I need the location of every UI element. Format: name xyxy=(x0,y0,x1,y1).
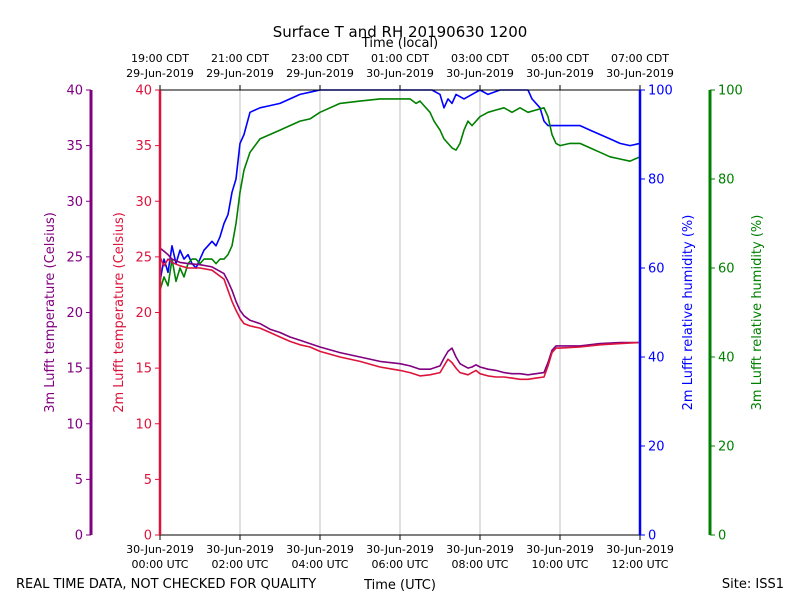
bottom-tick-time-5: 10:00 UTC xyxy=(531,558,588,571)
rh2m-axis-label: 2m Lufft relative humidity (%) xyxy=(681,215,696,411)
footer-right: Site: ISS1 xyxy=(722,577,784,592)
series-line-rh3m xyxy=(159,98,641,291)
top-tick-date-2: 29-Jun-2019 xyxy=(286,67,354,80)
bottom-tick-date-3: 30-Jun-2019 xyxy=(366,543,434,556)
rh2m-tick-label-40: 40 xyxy=(648,351,665,366)
rh3m-tick-label-0: 0 xyxy=(718,529,726,544)
top-tick-time-5: 05:00 CDT xyxy=(531,52,589,65)
temp2m-tick-label-40: 40 xyxy=(135,84,152,99)
temp3m-tick-label-10: 10 xyxy=(66,417,83,432)
rh2m-tick-label-100: 100 xyxy=(648,84,673,99)
rh3m-tick-label-80: 80 xyxy=(718,173,735,188)
temp3m-tick-label-35: 35 xyxy=(66,139,83,154)
x-axis-label: Time (UTC) xyxy=(363,578,436,593)
bottom-tick-time-1: 02:00 UTC xyxy=(211,558,268,571)
rh2m-tick-label-20: 20 xyxy=(648,440,665,455)
bottom-tick-date-0: 30-Jun-2019 xyxy=(126,543,194,556)
temp3m-tick-label-25: 25 xyxy=(66,250,83,265)
top-tick-time-1: 21:00 CDT xyxy=(211,52,269,65)
bottom-tick-time-3: 06:00 UTC xyxy=(371,558,428,571)
temp2m-tick-label-5: 5 xyxy=(144,473,152,488)
grid-lines xyxy=(239,90,561,535)
top-tick-time-2: 23:00 CDT xyxy=(291,52,349,65)
top-axis-label: Time (local) xyxy=(361,36,438,51)
rh2m-tick-label-60: 60 xyxy=(648,262,665,277)
bottom-tick-date-5: 30-Jun-2019 xyxy=(526,543,594,556)
x-ticks: 30-Jun-2019 00:00 UTC 30-Jun-2019 02:00 UTC… xyxy=(126,52,674,571)
temp3m-tick-label-20: 20 xyxy=(66,306,83,321)
temp3m-tick-label-0: 0 xyxy=(75,529,83,544)
top-tick-date-0: 29-Jun-2019 xyxy=(126,67,194,80)
rh2m-tick-label-80: 80 xyxy=(648,173,665,188)
top-tick-date-3: 30-Jun-2019 xyxy=(366,67,434,80)
top-tick-time-4: 03:00 CDT xyxy=(451,52,509,65)
temp3m-tick-label-5: 5 xyxy=(75,473,83,488)
temp2m-axis-label: 2m Lufft temperature (Celsius) xyxy=(112,212,127,413)
bottom-tick-date-6: 30-Jun-2019 xyxy=(606,543,674,556)
temp2m-tick-label-25: 25 xyxy=(135,250,152,265)
temp2m-tick-label-0: 0 xyxy=(144,529,152,544)
top-tick-date-6: 30-Jun-2019 xyxy=(606,67,674,80)
temp2m-tick-label-20: 20 xyxy=(135,306,152,321)
temp3m-tick-label-15: 15 xyxy=(66,362,83,377)
series-line-temp3m xyxy=(159,247,640,376)
rh3m-tick-label-60: 60 xyxy=(718,262,735,277)
bottom-tick-time-2: 04:00 UTC xyxy=(291,558,348,571)
temp2m-tick-label-10: 10 xyxy=(135,417,152,432)
top-tick-time-3: 01:00 CDT xyxy=(371,52,429,65)
top-tick-date-4: 30-Jun-2019 xyxy=(446,67,514,80)
bottom-tick-date-2: 30-Jun-2019 xyxy=(286,543,354,556)
temp2m-tick-label-35: 35 xyxy=(135,139,152,154)
temp3m-tick-label-30: 30 xyxy=(66,195,83,210)
series-line-temp2m xyxy=(159,256,641,381)
bottom-tick-date-4: 30-Jun-2019 xyxy=(446,543,514,556)
temp2m-tick-label-30: 30 xyxy=(135,195,152,210)
top-tick-time-0: 19:00 CDT xyxy=(131,52,189,65)
rh3m-tick-label-100: 100 xyxy=(718,84,743,99)
rh2m-tick-label-0: 0 xyxy=(648,529,656,544)
temp3m-axis-label: 3m Lufft temperature (Celsius) xyxy=(43,212,58,413)
axes-group: 0 5 10 15 20 25 30 35 40 3m Lufft temperature (Ce… xyxy=(43,84,765,544)
bottom-tick-time-6: 12:00 UTC xyxy=(611,558,668,571)
top-tick-time-6: 07:00 CDT xyxy=(611,52,669,65)
rh3m-axis-label: 3m Lufft relative humidity (%) xyxy=(750,215,765,411)
bottom-tick-date-1: 30-Jun-2019 xyxy=(206,543,274,556)
footer-left: REAL TIME DATA, NOT CHECKED FOR QUALITY xyxy=(16,577,316,592)
top-tick-date-5: 30-Jun-2019 xyxy=(526,67,594,80)
rh3m-tick-label-40: 40 xyxy=(718,351,735,366)
series-group xyxy=(159,89,641,381)
bottom-tick-time-4: 08:00 UTC xyxy=(451,558,508,571)
top-tick-date-1: 29-Jun-2019 xyxy=(206,67,274,80)
temp2m-tick-label-15: 15 xyxy=(135,362,152,377)
temp3m-tick-label-40: 40 xyxy=(66,84,83,99)
chart-title: Surface T and RH 20190630 1200 xyxy=(273,23,528,41)
bottom-tick-time-0: 00:00 UTC xyxy=(131,558,188,571)
rh3m-tick-label-20: 20 xyxy=(718,440,735,455)
